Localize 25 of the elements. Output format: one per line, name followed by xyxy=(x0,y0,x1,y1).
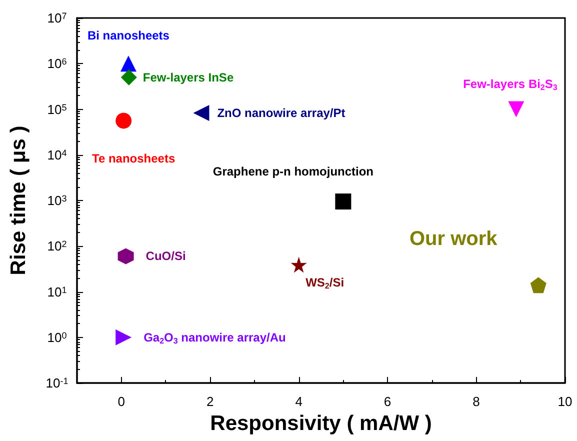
point xyxy=(335,194,352,210)
x-tick-label: 4 xyxy=(295,394,302,409)
point xyxy=(118,248,134,264)
point xyxy=(116,112,132,129)
x-axis-title: Responsivity ( mA/W ) xyxy=(210,412,432,435)
point xyxy=(508,101,524,118)
point xyxy=(290,256,307,273)
text: Te nanosheets xyxy=(92,152,176,166)
point xyxy=(120,69,137,86)
point xyxy=(193,104,210,121)
series-label: Few-layers InSe xyxy=(142,70,234,84)
text: Our work xyxy=(409,228,498,250)
x-tick-label: 2 xyxy=(206,394,214,409)
x-tick-label: 0 xyxy=(118,394,125,409)
x-tick-label: 8 xyxy=(472,394,480,409)
x-tick-label: 10 xyxy=(558,394,572,409)
point xyxy=(120,56,136,72)
y-axis-title: Rise time ( μs ) xyxy=(7,126,30,276)
point xyxy=(116,329,132,346)
point xyxy=(530,277,546,294)
series-label: ZnO nanowire array/Pt xyxy=(217,106,346,120)
series-label: CuO/Si xyxy=(146,249,186,264)
series-label: Bi nanosheets xyxy=(87,28,170,43)
text: Graphene p-n homojunction xyxy=(212,164,374,179)
x-tick-label: 6 xyxy=(384,394,392,409)
